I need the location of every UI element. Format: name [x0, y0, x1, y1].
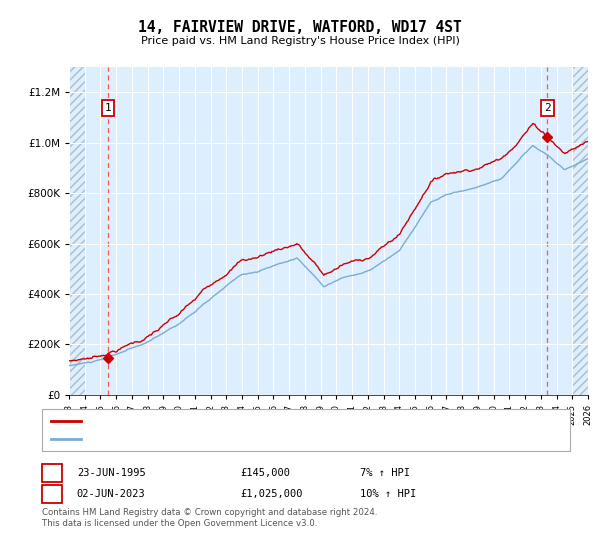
Text: 1: 1 [104, 103, 111, 113]
Text: Price paid vs. HM Land Registry's House Price Index (HPI): Price paid vs. HM Land Registry's House … [140, 36, 460, 46]
Text: 7% ↑ HPI: 7% ↑ HPI [360, 468, 410, 478]
Text: 23-JUN-1995: 23-JUN-1995 [77, 468, 146, 478]
Text: HPI: Average price, detached house, Watford: HPI: Average price, detached house, Watf… [87, 434, 321, 444]
Text: £1,025,000: £1,025,000 [240, 489, 302, 499]
Text: 10% ↑ HPI: 10% ↑ HPI [360, 489, 416, 499]
Text: £145,000: £145,000 [240, 468, 290, 478]
Text: 14, FAIRVIEW DRIVE, WATFORD, WD17 4ST: 14, FAIRVIEW DRIVE, WATFORD, WD17 4ST [138, 20, 462, 35]
Bar [69, 67, 85, 395]
Text: 02-JUN-2023: 02-JUN-2023 [77, 489, 146, 499]
Bar [572, 67, 588, 395]
Text: 2: 2 [49, 489, 55, 499]
Text: 1: 1 [49, 468, 55, 478]
Text: 2: 2 [544, 103, 551, 113]
Text: Contains HM Land Registry data © Crown copyright and database right 2024.
This d: Contains HM Land Registry data © Crown c… [42, 508, 377, 528]
Text: 14, FAIRVIEW DRIVE, WATFORD, WD17 4ST (detached house): 14, FAIRVIEW DRIVE, WATFORD, WD17 4ST (d… [87, 417, 404, 426]
